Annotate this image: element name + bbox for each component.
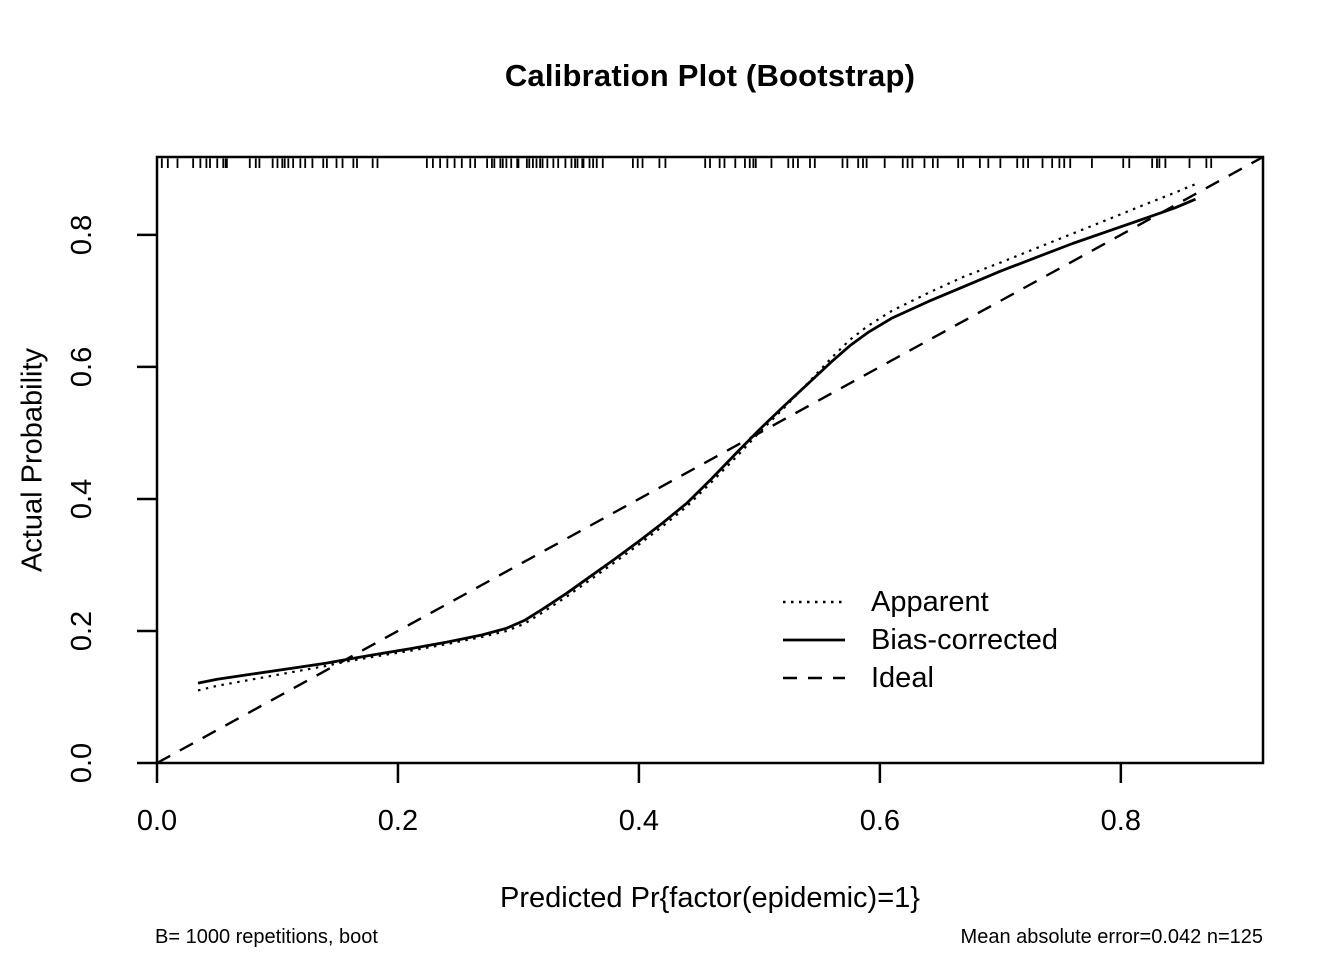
x-tick-label: 0.0 [137,805,177,837]
legend-item-apparent: Apparent [782,583,1112,621]
y-tick-label: 0.4 [66,479,98,519]
legend-item-bias-corrected: Bias-corrected [782,621,1112,659]
legend-item-ideal: Ideal [782,659,1112,697]
legend-label-apparent: Apparent [871,585,989,618]
x-tick-label: 0.4 [619,805,659,837]
x-tick-label: 0.2 [378,805,418,837]
chart-title: Calibration Plot (Bootstrap) [504,58,916,93]
y-tick-label: 0.6 [66,347,98,387]
bootstrap-repetitions-text: B= 1000 repetitions, boot [155,926,378,948]
dotted-line-sample [782,599,846,605]
mean-absolute-error-text: Mean absolute error=0.042 n=125 [960,926,1263,948]
legend-label-ideal: Ideal [871,661,934,694]
dashed-line-sample [782,675,846,681]
solid-line-sample [782,637,846,643]
x-axis-title: Predicted Pr{factor(epidemic)=1} [500,882,920,914]
legend: Apparent Bias-corrected Ideal [782,583,1112,697]
y-tick-label: 0.8 [66,215,98,255]
legend-label-bias-corrected: Bias-corrected [871,623,1058,656]
x-tick-label: 0.6 [860,805,900,837]
x-tick-label: 0.8 [1101,805,1141,837]
y-tick-label: 0.0 [66,743,98,783]
series-line-ideal [156,155,1264,765]
series-line-apparent [197,183,1196,692]
plot-frame [155,155,1265,765]
y-tick-label: 0.2 [66,611,98,651]
series-line-bias-corrected [197,197,1197,685]
